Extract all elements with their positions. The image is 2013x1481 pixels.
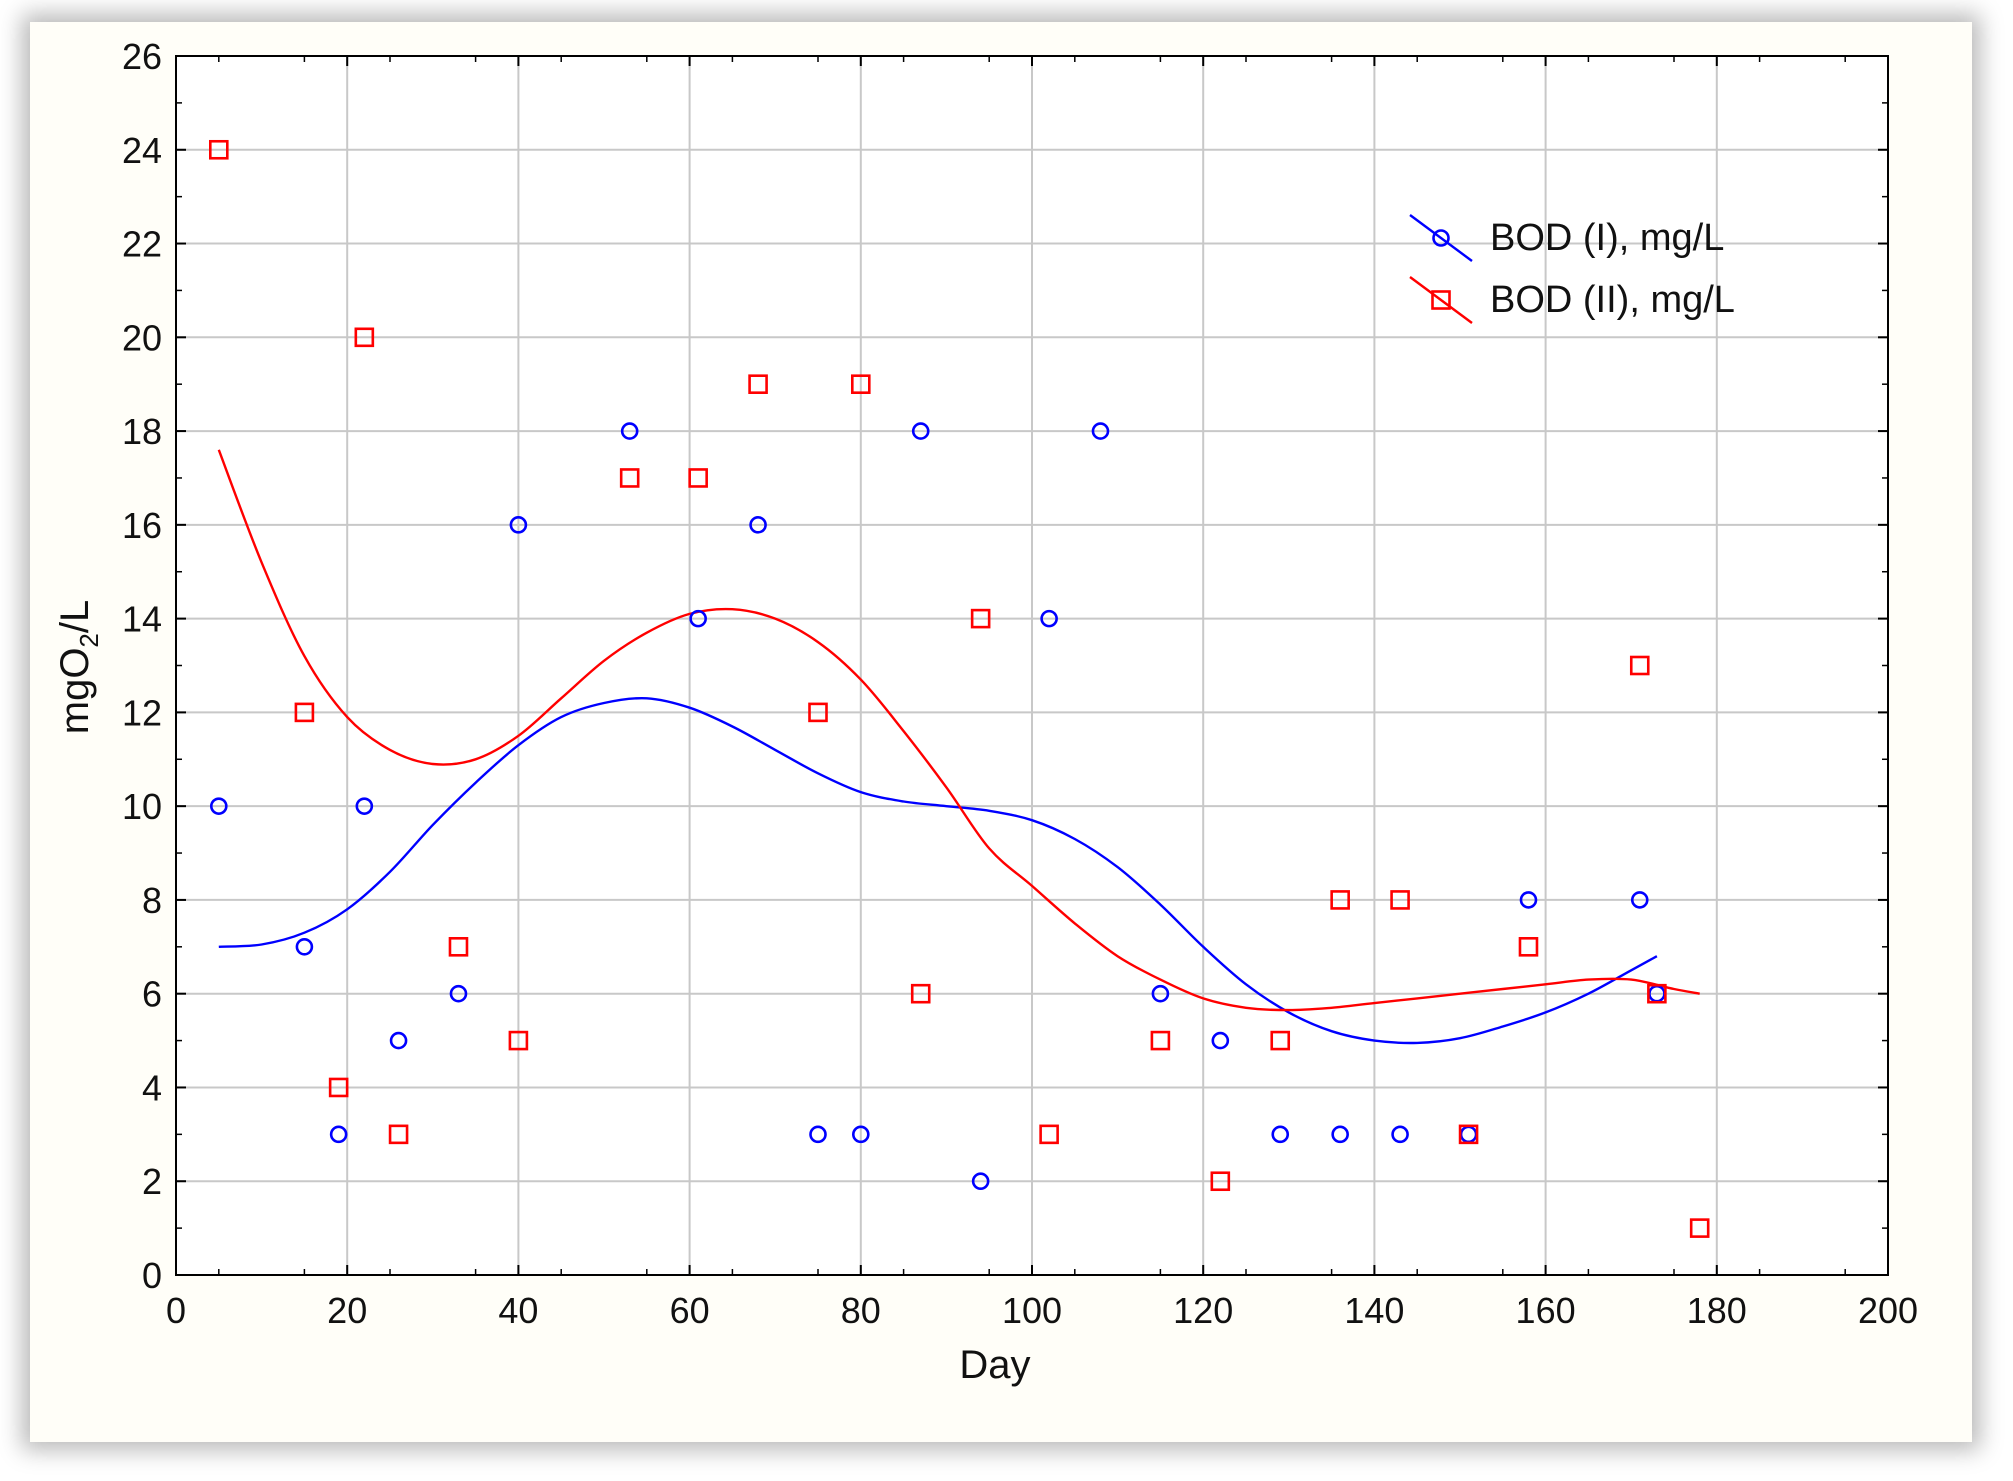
y-axis-title-main: mgO: [53, 648, 97, 735]
data-point-bod-i: [1040, 609, 1058, 628]
legend-line-bod-i: [1409, 214, 1473, 262]
legend-marker-bod-i: [1432, 229, 1450, 247]
data-point-bod-ii: [1039, 1124, 1059, 1145]
y-axis-title: mgO2/L: [53, 600, 104, 735]
x-tick-label: 0: [166, 1290, 186, 1331]
x-tick-label: 120: [1173, 1290, 1233, 1331]
data-point-bod-i: [620, 422, 639, 440]
data-point-bod-i: [329, 1125, 348, 1144]
y-tick-label: 2: [142, 1161, 162, 1202]
data-point-bod-i: [1091, 422, 1110, 440]
data-point-bod-ii: [850, 374, 871, 394]
x-tick-label: 140: [1344, 1290, 1404, 1331]
data-point-bod-i: [295, 938, 314, 956]
data-point-bod-i: [509, 516, 528, 534]
fit-curve-bod-i: [218, 696, 1658, 1045]
grid: [176, 56, 1888, 1275]
data-point-bod-ii: [1689, 1218, 1710, 1238]
data-point-bod-i: [1271, 1125, 1290, 1144]
data-point-bod-i: [851, 1125, 870, 1144]
x-tick-label: 200: [1858, 1290, 1918, 1331]
axes: 0 20 40 60 80 100 120 140 160 180 2000246810121416…: [122, 36, 1918, 1331]
x-tick-label: 60: [670, 1290, 710, 1331]
data-point-bod-i: [1211, 1031, 1230, 1050]
x-tick-label: 20: [327, 1290, 367, 1331]
data-point-bod-i: [1391, 1125, 1409, 1144]
legend-label-bod-ii: BOD (II), mg/L: [1490, 279, 1735, 321]
x-tick-label: 100: [1002, 1290, 1062, 1331]
y-tick-label: 24: [122, 130, 162, 171]
data-point-bod-ii: [294, 702, 315, 723]
y-tick-label: 14: [122, 599, 162, 640]
data-point-bod-ii: [448, 937, 469, 957]
y-tick-label: 26: [122, 36, 162, 77]
y-tick-label: 0: [142, 1255, 162, 1296]
data-point-bod-ii: [1270, 1030, 1291, 1051]
data-point-bod-ii: [970, 608, 991, 629]
data-point-bod-i: [210, 797, 228, 815]
data-point-bod-ii: [1210, 1171, 1231, 1192]
data-point-bod-i: [911, 422, 930, 440]
y-tick-label: 20: [122, 317, 162, 358]
x-axis-title: Day: [959, 1343, 1030, 1387]
legend-label-bod-i: BOD (I), mg/L: [1490, 217, 1724, 259]
legend-line-bod-ii: [1409, 276, 1473, 324]
data-point-bod-ii: [1458, 1124, 1479, 1145]
data-point-bod-ii: [808, 702, 828, 723]
legend-marker-bod-ii: [1431, 290, 1451, 310]
data-point-bod-i: [809, 1125, 827, 1144]
data-point-bod-ii: [328, 1077, 349, 1098]
y-tick-label: 6: [142, 974, 162, 1015]
chart-frame: 0 20 40 60 80 100 120 140 160 180 200 0 2 4 6 8 10 12 14 16…: [30, 22, 1972, 1442]
y-tick-label: 12: [122, 692, 162, 733]
data-point-bod-ii: [209, 139, 229, 160]
data-point-bod-ii: [1390, 890, 1410, 910]
y-tick-label: 18: [122, 411, 162, 452]
fit-curve-bod-ii: [217, 449, 1700, 1012]
x-tick-label: 160: [1516, 1290, 1576, 1331]
data-point-bod-ii: [354, 327, 375, 348]
data-point-bod-ii: [508, 1030, 529, 1051]
y-tick-label: 8: [142, 880, 162, 921]
legend: BOD (I), mg/L BOD (II), mg/L: [1409, 214, 1735, 324]
data-point-bod-i: [971, 1172, 990, 1191]
x-tick-label: 180: [1687, 1290, 1747, 1331]
data-point-bod-i: [1630, 891, 1649, 909]
y-tick-label: 4: [142, 1067, 162, 1108]
y-axis-title-suffix: /L: [53, 600, 97, 633]
data-point-bod-i: [1519, 891, 1538, 909]
data-point-bod-i: [1331, 1125, 1349, 1144]
y-tick-label: 10: [122, 786, 162, 827]
data-point-bod-ii: [910, 983, 931, 1004]
y-tick-label: 22: [122, 224, 162, 265]
data-point-bod-ii: [688, 468, 708, 488]
chart: 0 20 40 60 80 100 120 140 160 180 2000246810121416…: [53, 36, 1918, 1387]
data-point-bod-i: [389, 1031, 408, 1050]
data-markers: [209, 139, 1710, 1238]
x-tick-label: 40: [498, 1290, 538, 1331]
data-point-bod-ii: [1150, 1030, 1171, 1051]
data-point-bod-ii: [619, 468, 640, 488]
data-point-bod-ii: [748, 374, 768, 394]
data-point-bod-ii: [1647, 983, 1667, 1004]
data-point-bod-i: [355, 797, 374, 815]
data-point-bod-ii: [388, 1124, 409, 1145]
data-point-bod-i: [449, 984, 468, 1003]
data-point-bod-ii: [1330, 890, 1350, 910]
data-point-bod-i: [749, 516, 767, 534]
data-point-bod-ii: [1629, 655, 1650, 676]
data-point-bod-ii: [1518, 937, 1539, 957]
data-point-bod-i: [1151, 984, 1170, 1003]
data-point-bod-i: [689, 609, 707, 628]
y-tick-label: 16: [122, 505, 162, 546]
fit-curves: [217, 449, 1700, 1045]
y-axis-title-subscript: 2: [74, 633, 104, 647]
x-tick-label: 80: [841, 1290, 881, 1331]
